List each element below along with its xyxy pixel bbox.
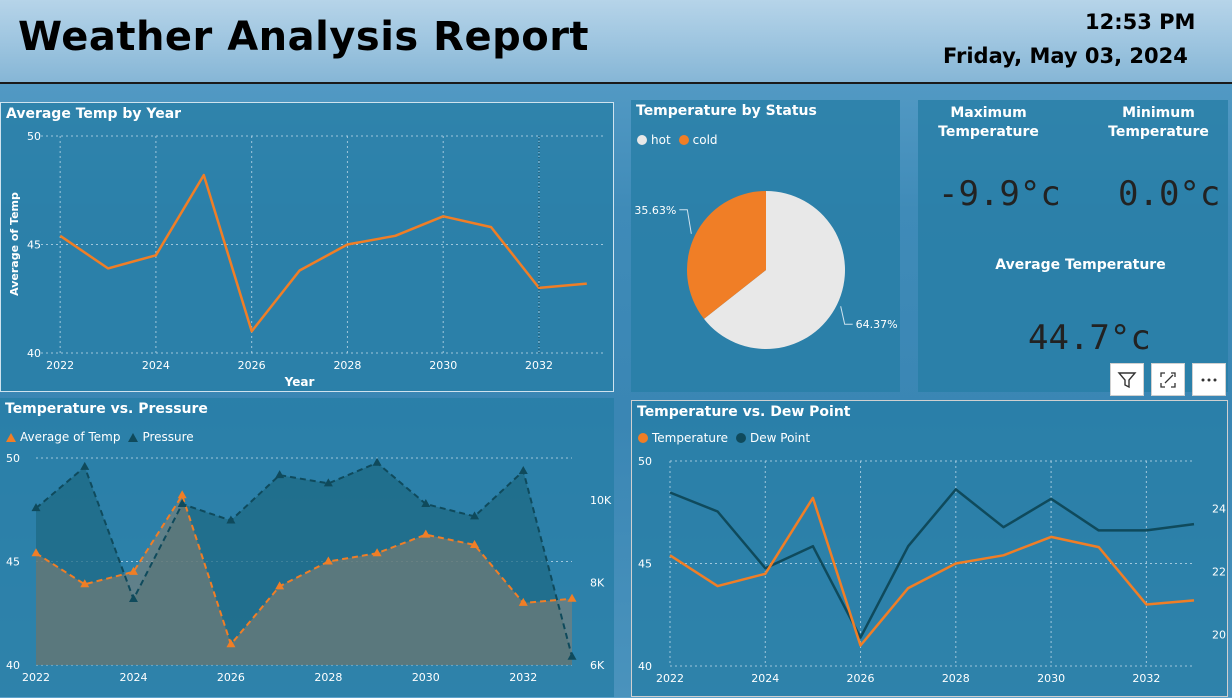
max-temp-value: -9.9°c bbox=[938, 174, 1061, 214]
y-tick-label: 50 bbox=[27, 130, 41, 143]
y-axis-title: Average of Temp bbox=[8, 192, 21, 296]
x-tick-label: 2024 bbox=[751, 672, 779, 685]
max-temp-label: Maximum Temperature bbox=[936, 104, 1041, 142]
min-temp-label: Minimum Temperature bbox=[1106, 104, 1211, 142]
temp-vs-pressure-visual[interactable]: Temperature vs. Pressure Average of Temp… bbox=[0, 398, 614, 697]
current-time: 12:53 PM bbox=[1085, 10, 1195, 34]
avg-temp-label: Average Temperature bbox=[978, 256, 1183, 275]
y-tick-label: 40 bbox=[6, 659, 20, 672]
y2-tick-label: 20 bbox=[1212, 628, 1226, 641]
x-tick-label: 2032 bbox=[1132, 672, 1160, 685]
x-tick-label: 2030 bbox=[412, 671, 440, 684]
y-tick-label: 40 bbox=[638, 660, 652, 673]
min-temp-value: 0.0°c bbox=[1118, 174, 1220, 214]
x-axis-title: Year bbox=[284, 375, 315, 389]
status-pie-chart: 64.37% 35.63% bbox=[631, 100, 900, 392]
temp-point bbox=[568, 594, 577, 602]
temp-point bbox=[178, 490, 187, 498]
pie-data-label: 35.63% bbox=[634, 204, 676, 217]
pressure-point bbox=[80, 462, 89, 470]
x-tick-label: 2028 bbox=[942, 672, 970, 685]
filter-icon bbox=[1116, 369, 1138, 391]
current-date: Friday, May 03, 2024 bbox=[943, 44, 1188, 68]
y-tick-label: 50 bbox=[6, 452, 20, 465]
x-tick-label: 2022 bbox=[656, 672, 684, 685]
x-tick-label: 2030 bbox=[429, 359, 457, 372]
pressure-point bbox=[275, 470, 284, 478]
x-tick-label: 2028 bbox=[333, 359, 361, 372]
temp-pressure-area-chart: 40 45 50 2022 2024 2026 2028 2030 2032 6K 8K 10K bbox=[0, 398, 614, 697]
y-tick-label: 45 bbox=[638, 558, 652, 571]
x-tick-label: 2024 bbox=[119, 671, 147, 684]
x-tick-label: 2022 bbox=[22, 671, 50, 684]
y2-tick-label: 8K bbox=[590, 576, 605, 589]
focus-mode-button[interactable] bbox=[1151, 363, 1185, 396]
x-tick-label: 2026 bbox=[217, 671, 245, 684]
x-tick-label: 2032 bbox=[509, 671, 537, 684]
x-tick-label: 2022 bbox=[46, 359, 74, 372]
x-tick-label: 2026 bbox=[847, 672, 875, 685]
x-tick-label: 2032 bbox=[525, 359, 553, 372]
x-tick-label: 2030 bbox=[1037, 672, 1065, 685]
avg-temp-value: 44.7°c bbox=[1028, 318, 1151, 358]
more-options-icon bbox=[1198, 369, 1220, 391]
avg-temp-series-line bbox=[60, 175, 587, 331]
kpi-card-visual[interactable]: Maximum Temperature Minimum Temperature … bbox=[918, 100, 1228, 392]
x-tick-label: 2024 bbox=[142, 359, 170, 372]
pressure-point bbox=[373, 458, 382, 466]
y-tick-label: 45 bbox=[27, 239, 41, 252]
y2-tick-label: 10K bbox=[590, 494, 612, 507]
y2-tick-label: 24 bbox=[1212, 502, 1226, 515]
pie-leader-line bbox=[841, 306, 853, 324]
temp-vs-dewpoint-visual[interactable]: Temperature vs. Dew Point Temperature De… bbox=[631, 400, 1228, 697]
filter-button[interactable] bbox=[1110, 363, 1144, 396]
temp-by-status-visual[interactable]: Temperature by Status hot cold 64.37%35.… bbox=[631, 100, 900, 392]
pie-data-label: 64.37% bbox=[856, 318, 898, 331]
report-title: Weather Analysis Report bbox=[18, 14, 589, 60]
y-tick-label: 40 bbox=[27, 347, 41, 360]
y-tick-label: 50 bbox=[638, 455, 652, 468]
focus-mode-icon bbox=[1157, 369, 1179, 391]
x-tick-label: 2026 bbox=[238, 359, 266, 372]
pie-leader-line bbox=[679, 210, 691, 234]
y-tick-label: 45 bbox=[6, 556, 20, 569]
y2-tick-label: 6K bbox=[590, 659, 605, 672]
report-header: Weather Analysis Report 12:53 PM Friday,… bbox=[0, 0, 1232, 84]
y2-tick-label: 22 bbox=[1212, 565, 1226, 578]
temperature-series-line bbox=[670, 498, 1194, 646]
pressure-point bbox=[519, 466, 528, 474]
x-tick-label: 2028 bbox=[314, 671, 342, 684]
more-options-button[interactable] bbox=[1192, 363, 1226, 396]
